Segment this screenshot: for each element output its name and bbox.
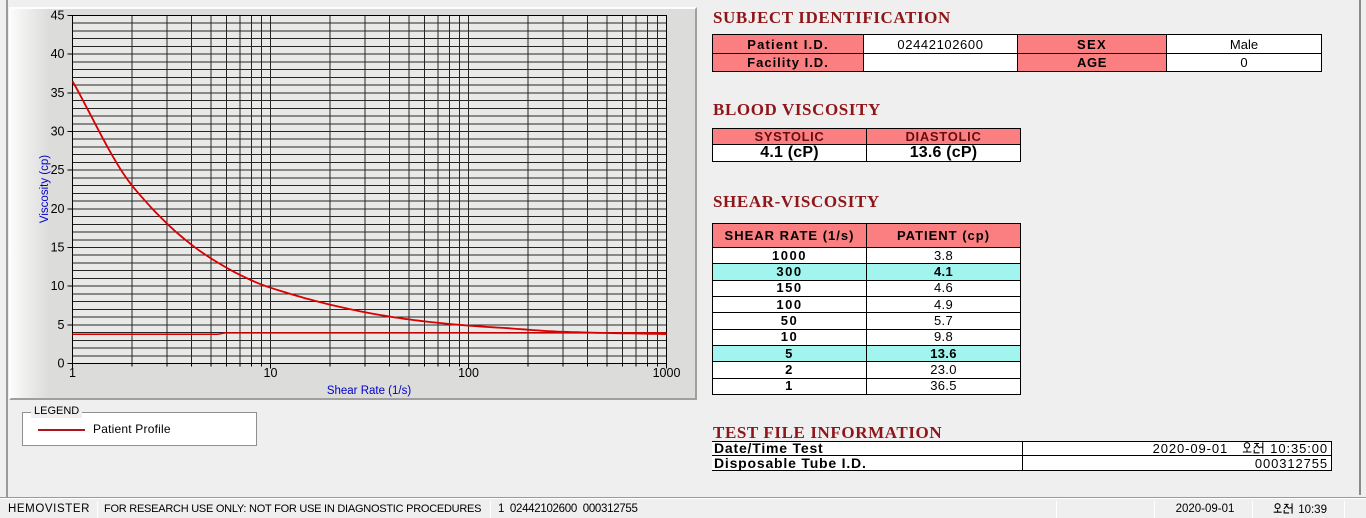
svg-text:35: 35 [51, 86, 65, 100]
svg-text:45: 45 [51, 9, 65, 23]
svg-text:0: 0 [58, 357, 65, 371]
svg-text:10: 10 [51, 279, 65, 293]
svg-text:15: 15 [51, 241, 65, 255]
svg-text:Shear Rate (1/s): Shear Rate (1/s) [327, 385, 412, 397]
svg-text:100: 100 [458, 366, 479, 380]
svg-text:30: 30 [51, 125, 65, 139]
svg-text:25: 25 [51, 163, 65, 177]
svg-text:20: 20 [51, 202, 65, 216]
svg-text:5: 5 [58, 318, 65, 332]
svg-text:40: 40 [51, 47, 65, 61]
svg-text:1000: 1000 [653, 366, 681, 380]
svg-text:Viscosity (cp): Viscosity (cp) [39, 155, 51, 223]
svg-text:1: 1 [69, 366, 76, 380]
svg-text:10: 10 [264, 366, 278, 380]
